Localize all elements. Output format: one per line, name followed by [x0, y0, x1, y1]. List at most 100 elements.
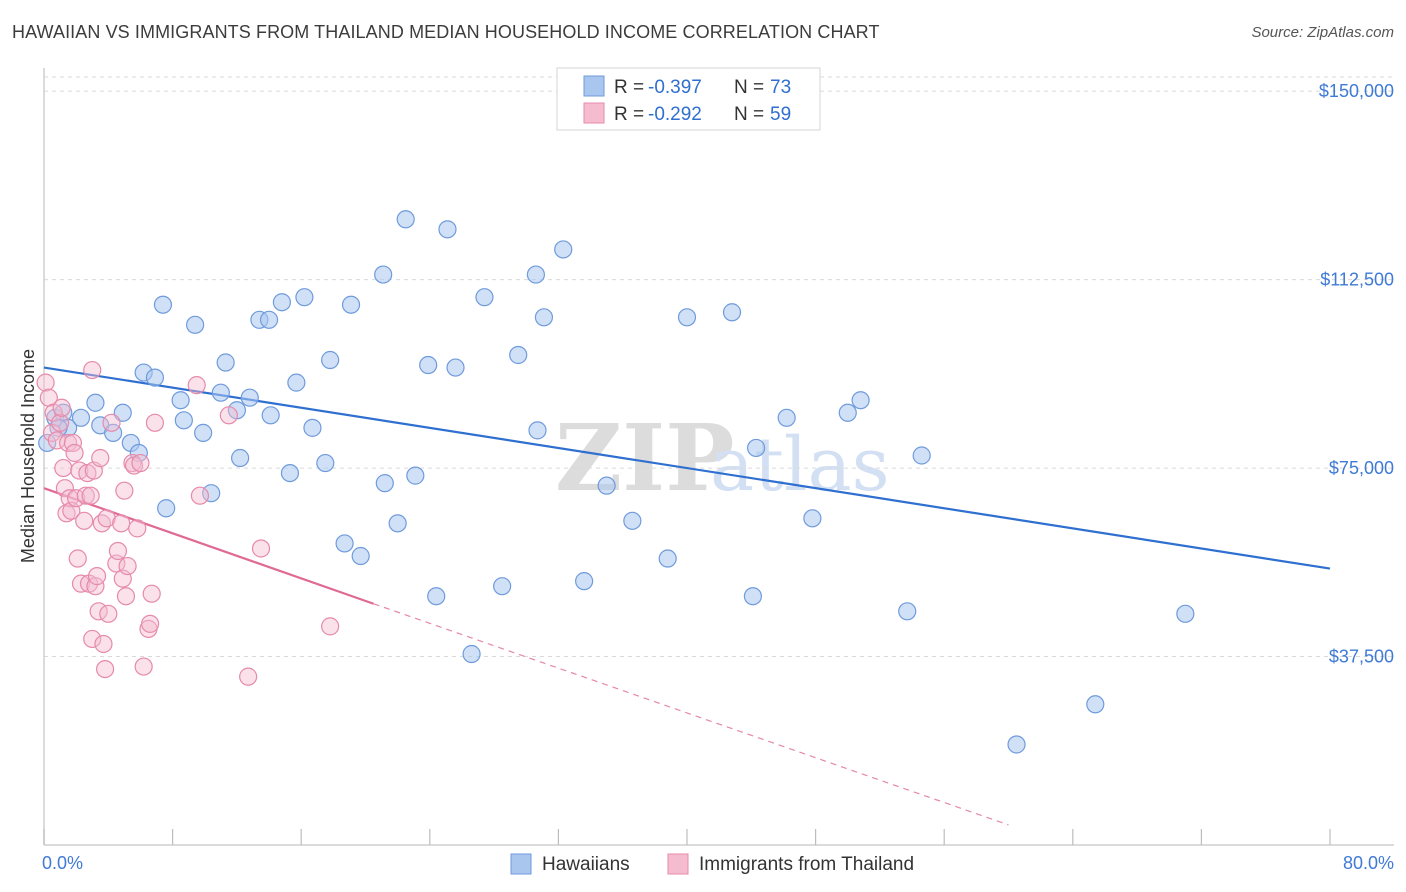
y-axis-title: Median Household Income [18, 349, 38, 563]
point-thailand [36, 373, 55, 392]
point-thailand [112, 514, 131, 533]
legend-n-label-1: N = [734, 77, 764, 98]
point-hawaiians [851, 391, 870, 410]
point-hawaiians [295, 288, 314, 307]
point-thailand [99, 604, 118, 623]
point-thailand [116, 587, 136, 606]
y-tick-label-37500: $37,500 [1329, 647, 1394, 667]
point-hawaiians [216, 353, 235, 372]
point-thailand [219, 406, 238, 425]
bottom-legend-swatch-thailand [667, 853, 689, 875]
point-hawaiians [71, 408, 91, 427]
point-thailand [128, 519, 147, 538]
gridlines [44, 76, 1394, 658]
point-hawaiians [462, 644, 481, 664]
point-hawaiians [287, 373, 306, 392]
point-hawaiians [303, 418, 322, 437]
point-hawaiians [898, 602, 917, 621]
point-thailand [75, 511, 94, 530]
point-hawaiians [375, 474, 394, 493]
point-hawaiians [493, 577, 512, 596]
point-hawaiians [351, 546, 370, 566]
point-hawaiians [272, 293, 292, 312]
point-thailand [83, 629, 102, 649]
point-thailand [81, 486, 100, 505]
bottom-legend-swatch-hawaiians [510, 853, 532, 875]
data-points [36, 210, 1195, 754]
point-hawaiians [86, 393, 105, 412]
point-hawaiians [280, 463, 300, 483]
point-thailand [251, 539, 271, 558]
point-hawaiians [438, 220, 457, 239]
point-hawaiians [186, 315, 205, 334]
point-thailand [65, 443, 84, 463]
trend-line-thailand [43, 487, 374, 605]
legend-r-label-1: R = [614, 77, 644, 98]
legend-n-label-2: N = [734, 104, 764, 125]
point-thailand [102, 413, 121, 432]
x-tick-label-min: 0.0% [42, 853, 83, 873]
legend-box: R = -0.397 N = 73 R = -0.292 N = 59 [556, 67, 821, 131]
point-hawaiians [677, 308, 697, 327]
point-hawaiians [321, 350, 340, 370]
point-thailand [92, 514, 111, 533]
legend-n-value-1: 73 [770, 77, 791, 98]
point-thailand [57, 504, 76, 523]
point-hawaiians [202, 484, 221, 503]
point-hawaiians [526, 265, 545, 284]
point-hawaiians [803, 509, 822, 528]
point-hawaiians [475, 288, 494, 307]
bottom-legend: Hawaiians Immigrants from Thailand [510, 853, 914, 875]
point-hawaiians [194, 423, 213, 442]
point-thailand [50, 413, 70, 432]
point-hawaiians [153, 295, 173, 314]
point-hawaiians [335, 534, 354, 553]
trend-line-hawaiians [43, 366, 1331, 570]
point-thailand [95, 659, 115, 679]
point-thailand [239, 667, 258, 686]
legend-swatch-thailand [583, 102, 605, 124]
point-hawaiians [1007, 735, 1026, 754]
point-thailand [134, 657, 153, 676]
point-thailand [140, 614, 160, 633]
point-hawaiians [259, 310, 279, 329]
point-hawaiians [406, 466, 425, 485]
legend-n-value-2: 59 [770, 104, 791, 125]
point-thailand [68, 549, 87, 568]
point-thailand [97, 509, 116, 528]
point-thailand [87, 567, 107, 586]
point-thailand [76, 486, 95, 505]
point-hawaiians [722, 303, 742, 322]
x-tick-label-max: 80.0% [1343, 853, 1394, 873]
point-thailand [131, 453, 150, 473]
point-hawaiians [534, 308, 554, 327]
point-thailand [142, 584, 161, 603]
point-thailand [91, 448, 110, 468]
point-hawaiians [528, 421, 547, 440]
trend-line-thailand-extrapolated [373, 603, 1009, 826]
bottom-legend-label-hawaiians: Hawaiians [542, 854, 630, 875]
point-hawaiians [145, 368, 165, 387]
point-hawaiians [597, 476, 616, 495]
point-hawaiians [174, 411, 193, 430]
point-hawaiians [658, 549, 677, 568]
point-hawaiians [747, 438, 766, 458]
point-hawaiians [743, 587, 763, 606]
watermark-zip: ZIP [555, 404, 734, 512]
point-hawaiians [240, 388, 259, 407]
point-hawaiians [427, 587, 446, 606]
point-thailand [52, 398, 71, 417]
point-hawaiians [211, 383, 230, 402]
point-hawaiians [1176, 604, 1195, 623]
trend-lines [43, 366, 1331, 826]
point-thailand [108, 541, 128, 561]
point-hawaiians [171, 391, 190, 410]
bottom-legend-label-thailand: Immigrants from Thailand [699, 854, 914, 875]
legend-swatch-hawaiians [583, 75, 605, 97]
legend-r-label-2: R = [614, 104, 644, 125]
point-hawaiians [838, 403, 857, 422]
y-tick-label-150000: $150,000 [1319, 81, 1394, 101]
point-thailand [118, 556, 137, 576]
y-tick-label-75000: $75,000 [1329, 458, 1394, 478]
